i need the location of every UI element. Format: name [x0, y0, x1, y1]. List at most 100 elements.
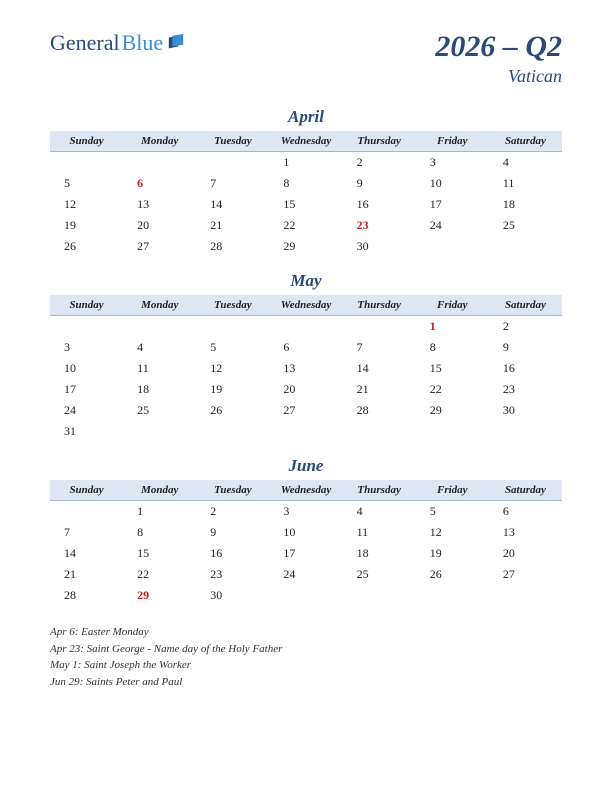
- day-cell: 27: [269, 400, 342, 421]
- day-header: Tuesday: [196, 480, 269, 501]
- day-header: Friday: [416, 131, 489, 152]
- day-cell: 19: [196, 379, 269, 400]
- logo: General Blue: [50, 30, 185, 56]
- day-cell: 21: [196, 215, 269, 236]
- title-block: 2026 – Q2 Vatican: [435, 30, 562, 87]
- day-cell: 9: [343, 173, 416, 194]
- day-cell: 27: [489, 564, 562, 585]
- day-cell: 21: [343, 379, 416, 400]
- day-cell: [123, 152, 196, 174]
- day-cell: 2: [489, 316, 562, 338]
- day-cell: 13: [269, 358, 342, 379]
- day-cell: 14: [343, 358, 416, 379]
- month-title: April: [50, 107, 562, 127]
- day-cell: 16: [489, 358, 562, 379]
- day-header: Wednesday: [269, 480, 342, 501]
- day-cell: 14: [196, 194, 269, 215]
- table-row: 12: [50, 316, 562, 338]
- table-row: 24252627282930: [50, 400, 562, 421]
- day-header: Monday: [123, 295, 196, 316]
- day-cell: 1: [416, 316, 489, 338]
- day-cell: [50, 316, 123, 338]
- day-cell: 2: [196, 501, 269, 523]
- day-cell: [196, 316, 269, 338]
- day-cell: 11: [343, 522, 416, 543]
- day-cell: 11: [123, 358, 196, 379]
- day-header: Wednesday: [269, 295, 342, 316]
- day-cell: 28: [196, 236, 269, 257]
- day-cell: [123, 421, 196, 442]
- day-cell: 8: [416, 337, 489, 358]
- table-row: 31: [50, 421, 562, 442]
- title-main: 2026 – Q2: [435, 30, 562, 64]
- day-cell: 3: [50, 337, 123, 358]
- day-cell: 15: [416, 358, 489, 379]
- day-cell: 30: [343, 236, 416, 257]
- day-cell: 12: [50, 194, 123, 215]
- day-header: Tuesday: [196, 295, 269, 316]
- day-cell: [196, 421, 269, 442]
- day-header: Thursday: [343, 131, 416, 152]
- table-row: 2627282930: [50, 236, 562, 257]
- calendar-table: SundayMondayTuesdayWednesdayThursdayFrid…: [50, 131, 562, 257]
- month-block: April SundayMondayTuesdayWednesdayThursda…: [50, 107, 562, 257]
- day-cell: 1: [269, 152, 342, 174]
- calendars-container: April SundayMondayTuesdayWednesdayThursda…: [50, 107, 562, 606]
- calendar-table: SundayMondayTuesdayWednesdayThursdayFrid…: [50, 295, 562, 442]
- day-cell: 9: [196, 522, 269, 543]
- day-cell: 31: [50, 421, 123, 442]
- holiday-entry: Apr 23: Saint George - Name day of the H…: [50, 641, 562, 658]
- day-cell: 26: [416, 564, 489, 585]
- day-cell: 6: [269, 337, 342, 358]
- day-cell: 8: [123, 522, 196, 543]
- day-cell: 13: [123, 194, 196, 215]
- day-header: Tuesday: [196, 131, 269, 152]
- day-cell: 19: [416, 543, 489, 564]
- day-cell: 29: [416, 400, 489, 421]
- month-title: June: [50, 456, 562, 476]
- day-cell: 17: [50, 379, 123, 400]
- day-header: Saturday: [489, 480, 562, 501]
- day-cell: 20: [123, 215, 196, 236]
- day-cell: [123, 316, 196, 338]
- day-cell: 15: [269, 194, 342, 215]
- day-cell: 29: [123, 585, 196, 606]
- day-cell: 10: [50, 358, 123, 379]
- day-cell: 22: [269, 215, 342, 236]
- day-cell: 30: [489, 400, 562, 421]
- day-cell: [416, 236, 489, 257]
- day-cell: 8: [269, 173, 342, 194]
- day-cell: 21: [50, 564, 123, 585]
- day-cell: 16: [196, 543, 269, 564]
- day-cell: 20: [489, 543, 562, 564]
- day-cell: 5: [50, 173, 123, 194]
- month-block: June SundayMondayTuesdayWednesdayThursday…: [50, 456, 562, 606]
- day-cell: [343, 585, 416, 606]
- day-cell: 25: [489, 215, 562, 236]
- day-header: Friday: [416, 480, 489, 501]
- day-cell: 26: [196, 400, 269, 421]
- day-cell: 30: [196, 585, 269, 606]
- day-cell: 18: [123, 379, 196, 400]
- holiday-entry: May 1: Saint Joseph the Worker: [50, 657, 562, 674]
- day-cell: [269, 585, 342, 606]
- holidays-list: Apr 6: Easter MondayApr 23: Saint George…: [50, 624, 562, 690]
- day-cell: 17: [269, 543, 342, 564]
- day-cell: 4: [489, 152, 562, 174]
- calendar-table: SundayMondayTuesdayWednesdayThursdayFrid…: [50, 480, 562, 606]
- day-cell: 15: [123, 543, 196, 564]
- day-cell: 12: [416, 522, 489, 543]
- table-row: 12131415161718: [50, 194, 562, 215]
- day-cell: [416, 585, 489, 606]
- day-cell: 5: [196, 337, 269, 358]
- day-cell: 24: [416, 215, 489, 236]
- day-cell: 4: [343, 501, 416, 523]
- logo-text-general: General: [50, 30, 120, 56]
- day-cell: 6: [489, 501, 562, 523]
- logo-text-blue: Blue: [122, 30, 164, 56]
- day-cell: [50, 152, 123, 174]
- day-cell: [196, 152, 269, 174]
- day-cell: 27: [123, 236, 196, 257]
- day-cell: [489, 236, 562, 257]
- table-row: 3456789: [50, 337, 562, 358]
